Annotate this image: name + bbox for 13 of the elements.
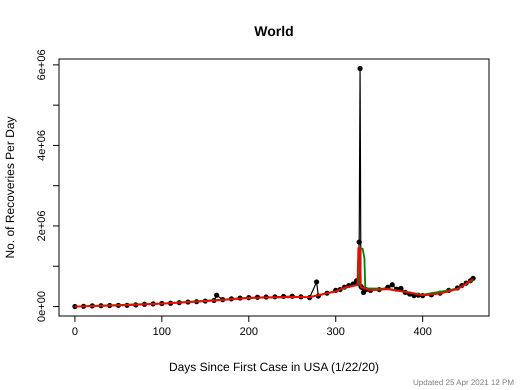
y-tick-label: 0e+00 [36, 291, 48, 322]
x-axis-title: Days Since First Case in USA (1/22/20) [168, 360, 380, 374]
text: Updated 25 Apr 2021 12 PM [413, 378, 514, 387]
y-tick-label: 4e+06 [36, 130, 48, 161]
y-axis-title: No. of Recoveries Per Day [3, 116, 17, 259]
x-tick-label: 400 [413, 326, 432, 338]
y-tick-label: 6e+06 [36, 49, 48, 80]
x-tick-label: 300 [326, 326, 345, 338]
x-tick-label: 100 [152, 326, 172, 338]
x-tick-label: 200 [240, 326, 258, 338]
chart-title: World [254, 23, 294, 39]
x-tick-label: 0 [72, 326, 78, 338]
y-tick-label: 2e+06 [36, 210, 48, 242]
